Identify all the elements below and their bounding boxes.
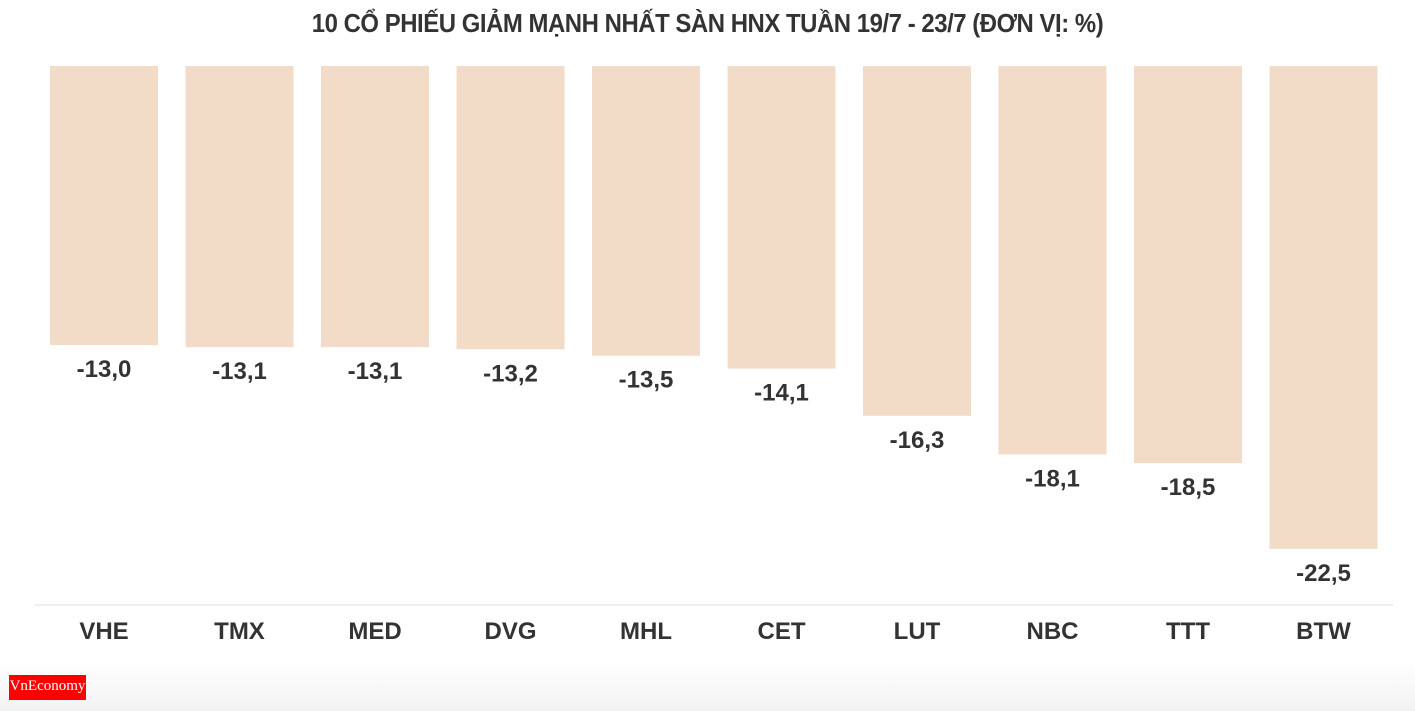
category-label: DVG <box>484 618 536 645</box>
bar-lut <box>863 66 971 416</box>
value-label: -22,5 <box>1296 560 1351 587</box>
category-label: LUT <box>894 618 941 645</box>
value-label: -18,1 <box>1025 465 1080 492</box>
value-label: -18,5 <box>1161 474 1216 501</box>
chart-title: 10 CỔ PHIẾU GIẢM MẠNH NHẤT SÀN HNX TUẦN … <box>311 8 1104 38</box>
category-label: VHE <box>79 618 128 645</box>
bar-vhe <box>50 66 158 345</box>
bar-nbc <box>998 66 1107 455</box>
category-label: CET <box>758 618 806 645</box>
value-label: -16,3 <box>890 427 945 454</box>
bar-med <box>321 66 429 348</box>
category-label: NBC <box>1027 618 1079 645</box>
value-label: -13,1 <box>348 358 403 385</box>
category-label: MED <box>348 618 401 645</box>
value-label: -13,0 <box>77 356 132 383</box>
vneconomy-logo: VnEconomy <box>9 675 86 700</box>
category-label: TTT <box>1166 618 1210 645</box>
category-label: BTW <box>1296 618 1351 645</box>
bar-tmx <box>185 66 294 348</box>
value-label: -14,1 <box>754 380 809 407</box>
bar-dvg <box>456 66 565 350</box>
bar-cet <box>727 66 836 369</box>
bar-ttt <box>1134 66 1242 464</box>
value-label: -13,5 <box>619 367 674 394</box>
category-label: MHL <box>620 618 672 645</box>
bar-mhl <box>592 66 700 356</box>
category-label: TMX <box>214 618 265 645</box>
value-label: -13,1 <box>212 358 267 385</box>
value-label: -13,2 <box>483 360 538 387</box>
footer-background <box>0 661 1415 711</box>
bar-btw <box>1269 66 1378 549</box>
